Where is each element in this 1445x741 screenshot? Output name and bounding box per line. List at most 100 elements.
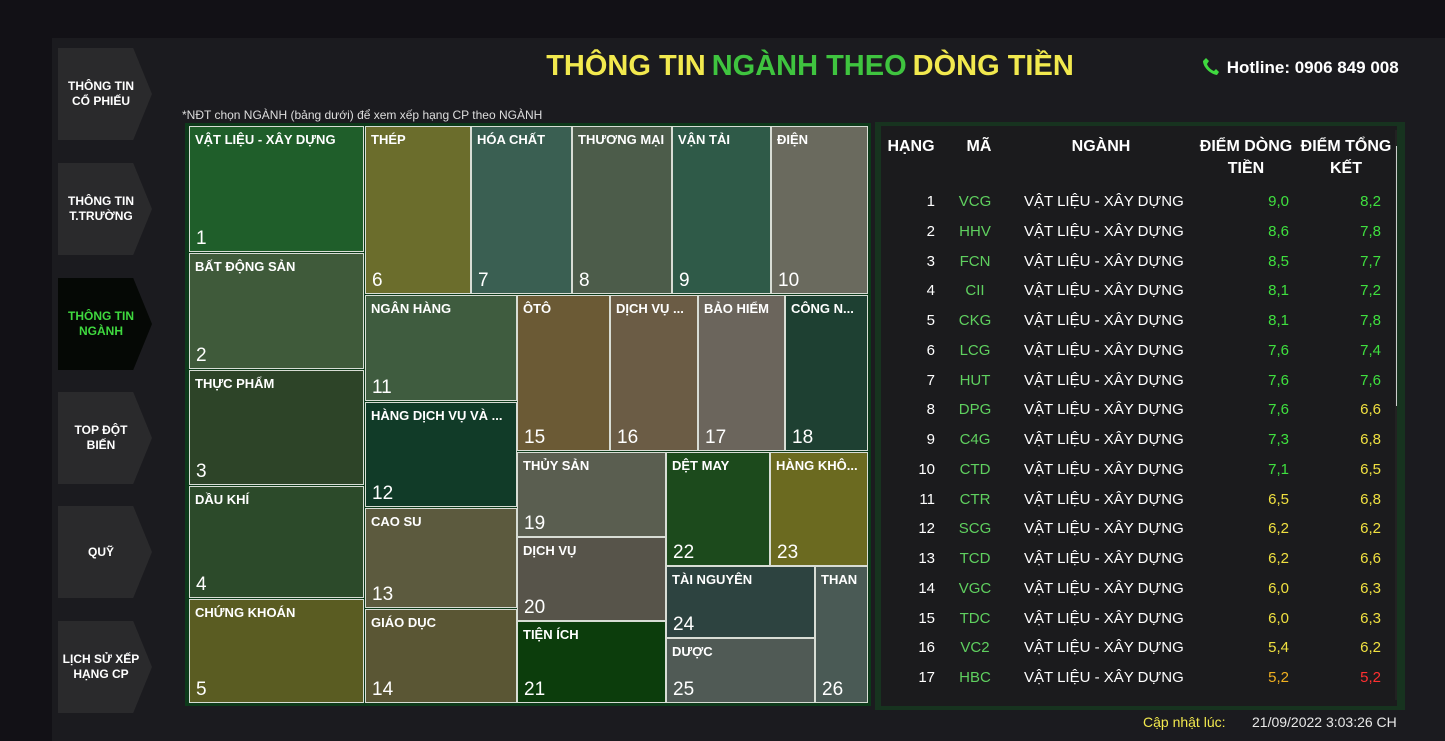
tile-label: TÀI NGUYÊN — [672, 572, 753, 587]
flow-score: 8,1 — [1268, 282, 1289, 300]
table-body: HẠNG MÃ NGÀNH ĐIỂM DÒNG TIỀN ĐIỂM TỔNG KẾT 1 V… — [881, 126, 1397, 706]
hotline[interactable]: Hotline: 0906 849 008 — [1202, 56, 1399, 78]
sector-cell: VẬT LIỆU - XÂY DỰNG — [1024, 431, 1184, 448]
treemap-tile[interactable]: CÔNG N... 18 — [785, 295, 868, 451]
code-cell: LCG — [959, 341, 991, 359]
tile-rank: 7 — [478, 270, 489, 291]
tile-rank: 18 — [792, 427, 814, 448]
tile-rank: 25 — [673, 679, 695, 700]
nav-button[interactable]: LỊCH SỬ XẾP HẠNG CP — [58, 621, 152, 713]
nav-button[interactable]: THÔNG TIN T.TRƯỜNG — [58, 163, 152, 255]
nav-button[interactable]: THÔNG TIN NGÀNH — [58, 278, 152, 370]
tile-rank: 14 — [372, 679, 394, 700]
tile-label: THỰC PHẨM — [195, 376, 275, 391]
rank-cell: 17 — [918, 669, 935, 686]
total-score: 7,8 — [1360, 222, 1381, 240]
treemap-tile[interactable]: THAN 26 — [815, 566, 868, 703]
treemap-tile[interactable]: ÔTÔ 15 — [517, 295, 610, 451]
treemap-tile[interactable]: THƯƠNG MẠI 8 — [572, 126, 672, 294]
total-score: 6,5 — [1360, 460, 1381, 478]
code-cell: VC2 — [960, 639, 990, 657]
code-cell: DPG — [958, 401, 992, 419]
treemap-tile[interactable]: DẦU KHÍ 4 — [189, 486, 364, 598]
scrollbar[interactable] — [1395, 130, 1397, 700]
treemap-tile[interactable]: VẬT LIỆU - XÂY DỰNG 1 — [189, 126, 364, 252]
total-score: 6,3 — [1360, 579, 1381, 597]
rank-cell: 15 — [918, 609, 935, 627]
rank-cell: 13 — [918, 550, 935, 567]
treemap-tile[interactable]: TÀI NGUYÊN 24 — [666, 566, 815, 638]
code-cell: CKG — [958, 312, 992, 329]
rank-cell: 14 — [918, 579, 935, 597]
column-header: ĐIỂM TỔNG KẾT — [1300, 138, 1392, 177]
rank-cell: 16 — [918, 639, 935, 657]
code-cell: SCG — [958, 520, 992, 538]
treemap-tile[interactable]: HÀNG KHÔ... 23 — [770, 452, 868, 566]
treemap-tile[interactable]: VẬN TẢI 9 — [672, 126, 771, 294]
code-cell: HUT — [959, 371, 991, 389]
sector-cell: VẬT LIỆU - XÂY DỰNG — [1024, 252, 1184, 270]
tile-rank: 20 — [524, 597, 546, 618]
tile-label: HÓA CHẤT — [477, 132, 546, 147]
treemap-tile[interactable]: THỰC PHẨM 3 — [189, 370, 364, 485]
treemap-tile[interactable]: DỆT MAY 22 — [666, 452, 770, 566]
flow-score: 6,2 — [1268, 550, 1289, 567]
sector-cell: VẬT LIỆU - XÂY DỰNG — [1024, 669, 1184, 686]
column-header: MÃ — [966, 138, 992, 155]
treemap-tile[interactable]: BẤT ĐỘNG SẢN 2 — [189, 253, 364, 369]
nav-button[interactable]: QUỸ — [58, 506, 152, 598]
treemap-tile[interactable]: THÉP 6 — [365, 126, 471, 294]
treemap-tile[interactable]: HÓA CHẤT 7 — [471, 126, 572, 294]
tile-rank: 9 — [679, 270, 690, 291]
code-cell: VGC — [958, 579, 992, 597]
tile-rank: 24 — [673, 614, 695, 635]
phone-icon — [1203, 58, 1219, 75]
total-score: 6,2 — [1360, 639, 1381, 657]
treemap-tile[interactable]: BẢO HIỂM 17 — [698, 295, 785, 451]
tile-rank: 11 — [372, 377, 392, 398]
rank-cell: 6 — [926, 341, 935, 359]
tile-rank: 2 — [196, 345, 207, 366]
title: THÔNG TIN NGÀNH THEO DÒNG TIỀN — [400, 50, 1220, 83]
tile-label: THỦY SẢN — [523, 458, 590, 473]
nav-button[interactable]: TOP ĐỘT BIẾN — [58, 392, 152, 484]
treemap-tile[interactable]: CHỨNG KHOÁN 5 — [189, 599, 364, 703]
total-score: 7,7 — [1360, 252, 1381, 270]
sector-cell: VẬT LIỆU - XÂY DỰNG — [1024, 579, 1184, 597]
rank-cell: 3 — [926, 252, 935, 270]
code-cell: CTR — [959, 490, 991, 508]
tile-rank: 13 — [372, 584, 394, 605]
treemap-tile[interactable]: DƯỢC 25 — [666, 638, 815, 703]
tile-rank: 8 — [579, 270, 590, 291]
rank-cell: 9 — [926, 431, 935, 448]
treemap-tile[interactable]: TIỆN ÍCH 21 — [517, 621, 666, 703]
tile-label: THƯƠNG MẠI — [578, 132, 665, 147]
nav-button[interactable]: THÔNG TIN CỔ PHIẾU — [58, 48, 152, 140]
rank-cell: 5 — [926, 312, 935, 329]
total-score: 6,8 — [1360, 490, 1381, 508]
tile-label: TIỆN ÍCH — [523, 627, 579, 642]
treemap-tile[interactable]: DỊCH VỤ ... 16 — [610, 295, 698, 451]
treemap-tile[interactable]: CAO SU 13 — [365, 508, 517, 608]
treemap-tile[interactable]: HÀNG DỊCH VỤ VÀ ... 12 — [365, 402, 517, 507]
total-score: 7,8 — [1360, 312, 1381, 329]
sector-cell: VẬT LIỆU - XÂY DỰNG — [1024, 401, 1184, 419]
update-time: 21/09/2022 3:03:26 CH — [1252, 714, 1397, 730]
treemap-tile[interactable]: GIÁO DỤC 14 — [365, 609, 517, 703]
scroll-thumb[interactable] — [1396, 146, 1397, 406]
sector-cell: VẬT LIỆU - XÂY DỰNG — [1024, 639, 1184, 657]
flow-score: 6,0 — [1268, 579, 1289, 597]
note: *NĐT chọn NGÀNH (bảng dưới) để xem xếp h… — [182, 108, 543, 122]
total-score: 7,6 — [1360, 371, 1381, 389]
treemap-tile[interactable]: ĐIỆN 10 — [771, 126, 868, 294]
flow-score: 8,1 — [1268, 312, 1289, 329]
column-header: HẠNG — [887, 138, 935, 155]
treemap-tile[interactable]: NGÂN HÀNG 11 — [365, 295, 517, 401]
treemap-tile[interactable]: DỊCH VỤ 20 — [517, 537, 666, 621]
treemap-tile[interactable]: THỦY SẢN 19 — [517, 452, 666, 537]
tile-rank: 17 — [705, 427, 727, 448]
total-score: 7,2 — [1360, 282, 1381, 300]
total-score: 6,6 — [1360, 550, 1381, 567]
flow-score: 9,0 — [1268, 193, 1289, 210]
code-cell: CTD — [959, 460, 991, 478]
